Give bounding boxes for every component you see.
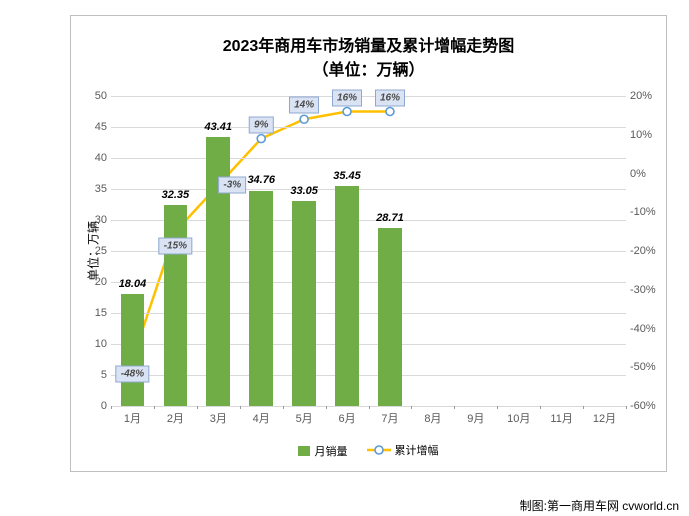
line-label: 16% [375, 89, 405, 106]
y2-tick-label: 20% [630, 90, 660, 102]
y2-tick-label: 10% [630, 129, 660, 141]
legend-swatch-bar [298, 446, 310, 456]
bar-label: 18.04 [119, 278, 147, 290]
x-tick-label: 12月 [593, 410, 616, 426]
y2-tick-label: 0% [630, 168, 660, 180]
bar-label: 35.45 [333, 170, 361, 182]
line-label: -3% [218, 177, 246, 194]
line-label: -48% [116, 365, 149, 382]
bar-label: 28.71 [376, 212, 404, 224]
x-tick [240, 406, 241, 409]
y2-tick-label: -50% [630, 361, 660, 373]
x-tick [154, 406, 155, 409]
x-tick [583, 406, 584, 409]
chart-title: 2023年商用车市场销量及累计增幅走势图 （单位：万辆） [71, 32, 666, 80]
x-tick-label: 2月 [167, 410, 184, 426]
y1-tick-label: 25 [85, 245, 107, 257]
y2-tick-label: -40% [630, 323, 660, 335]
x-tick-label: 3月 [210, 410, 227, 426]
y2-tick-label: -10% [630, 206, 660, 218]
line-label: 14% [289, 97, 319, 114]
grid-line [111, 96, 626, 97]
x-tick-label: 1月 [124, 410, 141, 426]
x-tick-label: 7月 [381, 410, 398, 426]
x-tick [197, 406, 198, 409]
x-tick [626, 406, 627, 409]
grid-line [111, 220, 626, 221]
line-label: 16% [332, 89, 362, 106]
y1-tick-label: 15 [85, 307, 107, 319]
bar [335, 186, 359, 406]
plot-area: 2023年商用车市场销量及累计增幅走势图 （单位：万辆） 单位：万辆 05101… [70, 15, 667, 472]
x-tick-label: 10月 [507, 410, 530, 426]
y1-tick-label: 5 [85, 369, 107, 381]
y1-tick-label: 30 [85, 214, 107, 226]
legend: 月销量 累计增幅 [71, 442, 666, 459]
chart-inner: 单位：万辆 05101520253035404550-60%-50%-40%-3… [111, 96, 626, 406]
y1-tick-label: 20 [85, 276, 107, 288]
x-tick-label: 11月 [550, 410, 572, 426]
legend-item-line: 累计增幅 [367, 442, 439, 458]
legend-swatch-line [367, 444, 391, 456]
bar-label: 32.35 [162, 189, 190, 201]
bar-label: 34.76 [247, 174, 275, 186]
y2-tick-label: -30% [630, 284, 660, 296]
grid-line [111, 313, 626, 314]
legend-label-bars: 月销量 [314, 443, 347, 459]
x-tick [454, 406, 455, 409]
x-tick-label: 9月 [467, 410, 484, 426]
bar [378, 228, 402, 406]
bar [164, 205, 188, 406]
x-tick [111, 406, 112, 409]
legend-label-line: 累计增幅 [395, 442, 439, 458]
x-tick [411, 406, 412, 409]
title-line2: （单位：万辆） [71, 56, 666, 80]
x-tick [369, 406, 370, 409]
x-tick-label: 8月 [424, 410, 441, 426]
bar-label: 33.05 [290, 185, 318, 197]
grid-line [111, 127, 626, 128]
bar [249, 191, 273, 407]
bar [121, 294, 145, 406]
legend-item-bars: 月销量 [298, 443, 347, 459]
y1-tick-label: 40 [85, 152, 107, 164]
y1-tick-label: 0 [85, 400, 107, 412]
line-label: -15% [159, 237, 192, 254]
title-line1: 2023年商用车市场销量及累计增幅走势图 [71, 32, 666, 56]
bar-label: 43.41 [205, 121, 233, 133]
y2-tick-label: -60% [630, 400, 660, 412]
credit-text: 制图:第一商用车网 cvworld.cn [520, 497, 679, 514]
x-tick [540, 406, 541, 409]
grid-line [111, 158, 626, 159]
chart-container: 2023年商用车市场销量及累计增幅走势图 （单位：万辆） 单位：万辆 05101… [0, 0, 689, 516]
x-tick [283, 406, 284, 409]
bar [292, 201, 316, 406]
y1-tick-label: 45 [85, 121, 107, 133]
x-tick [497, 406, 498, 409]
x-tick-label: 6月 [338, 410, 355, 426]
y1-tick-label: 35 [85, 183, 107, 195]
y1-tick-label: 50 [85, 90, 107, 102]
grid-line [111, 344, 626, 345]
line-label: 9% [249, 116, 273, 133]
x-tick-label: 4月 [253, 410, 270, 426]
grid-line [111, 282, 626, 283]
x-tick [326, 406, 327, 409]
grid-line [111, 375, 626, 376]
x-tick-label: 5月 [296, 410, 313, 426]
y1-tick-label: 10 [85, 338, 107, 350]
y2-tick-label: -20% [630, 245, 660, 257]
